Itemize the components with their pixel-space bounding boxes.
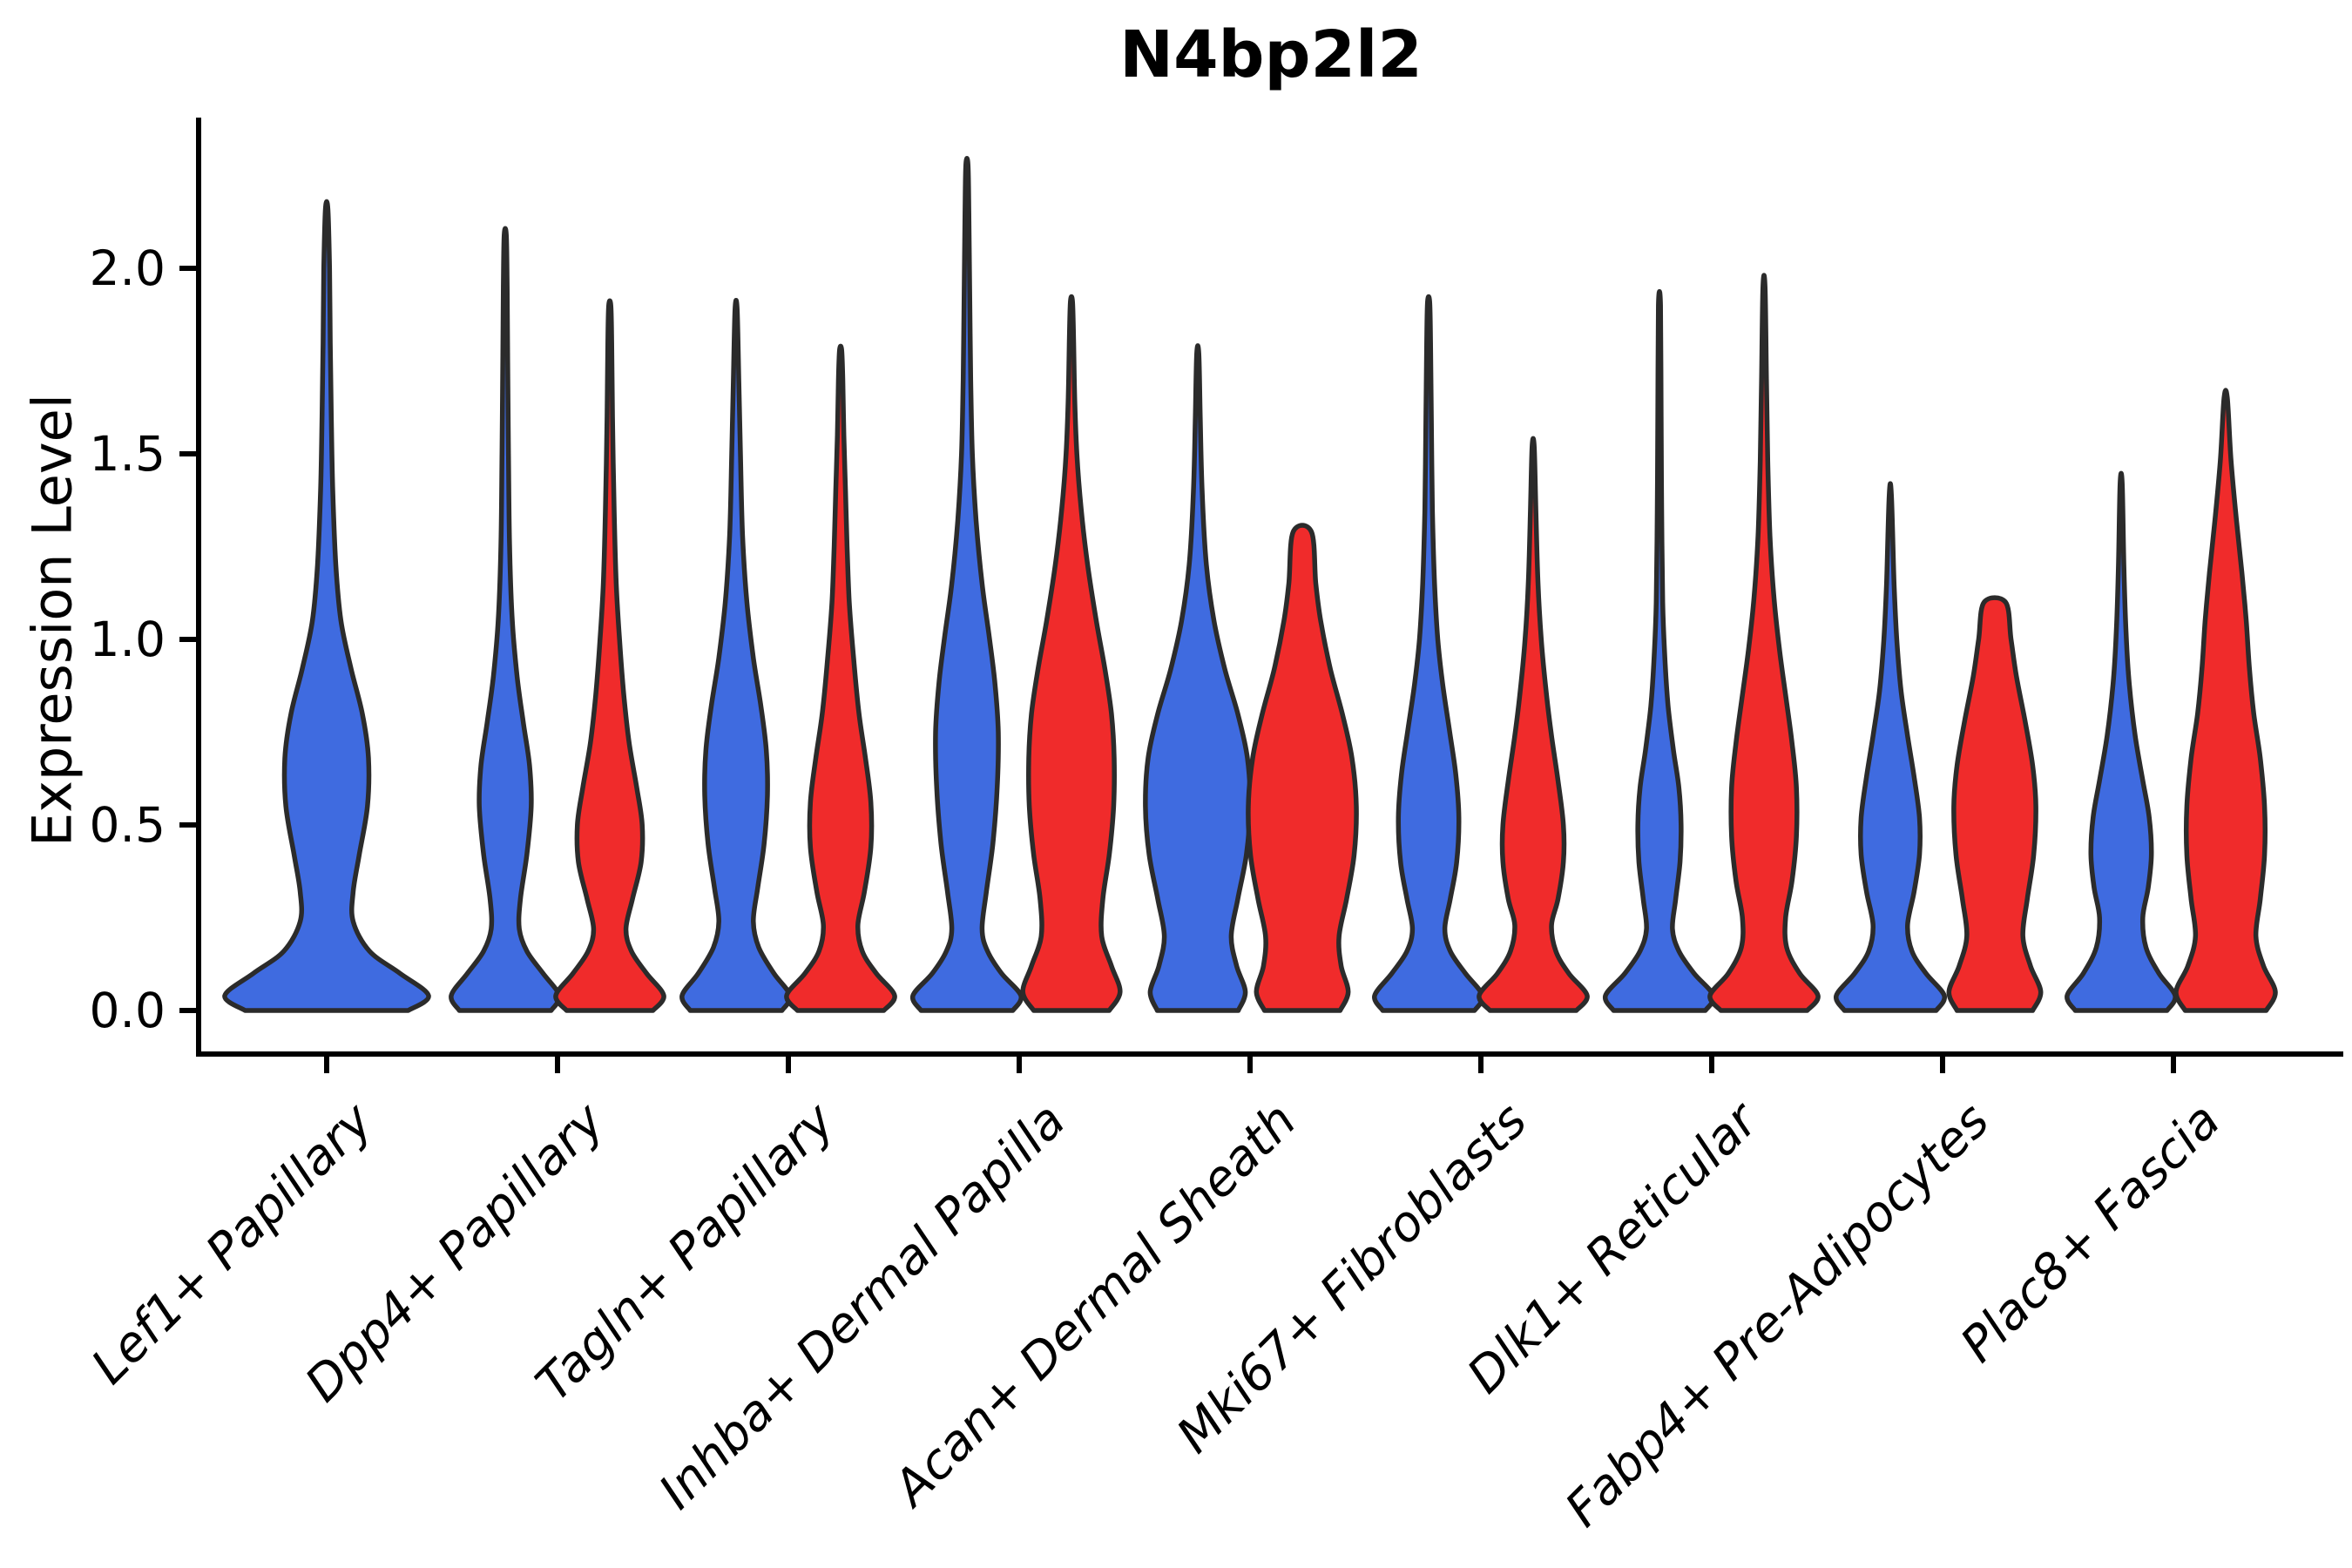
y-tick-label: 0.5 xyxy=(89,797,166,853)
violin-acan-dermal-sheath-right xyxy=(1246,523,1359,1013)
violin-acan-dermal-sheath-left xyxy=(1143,343,1253,1013)
violin-layer xyxy=(222,156,2278,1013)
violin-fabp4-pre-adipocytes-left xyxy=(1834,481,1947,1013)
violin-mki67-fibroblasts-right xyxy=(1477,436,1590,1013)
violin-tagln-papillary-right xyxy=(784,343,897,1013)
violin-dlk1-reticular-right xyxy=(1707,273,1821,1013)
chart-title: N4bp2l2 xyxy=(1119,17,1423,92)
violin-dlk1-reticular-left xyxy=(1602,288,1717,1013)
violin-dpp4-papillary-right xyxy=(553,298,666,1013)
violin-inhba-dermal-papilla-left xyxy=(909,156,1024,1013)
y-tick-label: 0.0 xyxy=(89,983,166,1038)
violin-dpp4-papillary-left xyxy=(449,226,562,1013)
violin-lef1-papillary-center xyxy=(222,199,431,1013)
y-tick-label: 1.0 xyxy=(89,612,166,667)
violin-tagln-papillary-left xyxy=(679,298,793,1013)
y-tick-label: 1.5 xyxy=(89,426,166,482)
violin-inhba-dermal-papilla-right xyxy=(1020,294,1123,1013)
axis-layer xyxy=(179,118,2343,1073)
y-tick-label: 2.0 xyxy=(89,240,166,296)
violin-plac8-fascia-right xyxy=(2173,388,2278,1013)
violin-fabp4-pre-adipocytes-right xyxy=(1946,595,2044,1013)
violin-mki67-fibroblasts-left xyxy=(1372,294,1485,1013)
violin-plac8-fascia-left xyxy=(2065,470,2178,1013)
